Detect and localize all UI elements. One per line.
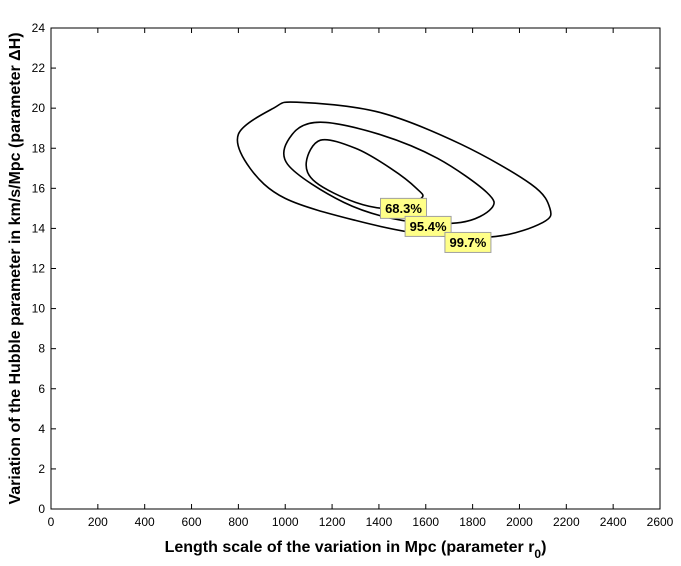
- x-tick-label: 0: [48, 515, 55, 529]
- y-tick-label: 12: [32, 262, 46, 276]
- contour-label-997: 99.7%: [444, 231, 492, 253]
- contour-label-box: [404, 215, 452, 237]
- y-tick-label: 4: [38, 422, 45, 436]
- contour-label-box: [444, 231, 492, 253]
- x-tick-label: 2200: [553, 515, 580, 529]
- y-tick-label: 18: [32, 141, 46, 155]
- contour-label-text: 95.4%: [410, 219, 447, 234]
- y-tick-label: 0: [38, 502, 45, 516]
- x-tick-label: 2600: [647, 515, 674, 529]
- x-tick-label: 800: [228, 515, 248, 529]
- x-tick-label: 1200: [319, 515, 346, 529]
- x-tick-label: 1000: [272, 515, 299, 529]
- contour-label-954: 95.4%: [404, 215, 452, 237]
- contour-label-text: 68.3%: [385, 201, 422, 216]
- x-tick-label: 600: [182, 515, 202, 529]
- x-axis-title: Length scale of the variation in Mpc (pa…: [165, 539, 547, 561]
- x-tick-label: 1400: [366, 515, 393, 529]
- x-tick-label: 2000: [506, 515, 533, 529]
- y-axis-title: Variation of the Hubble parameter in km/…: [7, 32, 24, 504]
- x-tick-label: 2400: [600, 515, 627, 529]
- contour-954: [283, 121, 495, 225]
- y-tick-label: 2: [38, 462, 45, 476]
- x-tick-label: 200: [88, 515, 108, 529]
- x-tick-label: 400: [135, 515, 155, 529]
- y-tick-label: 10: [32, 302, 46, 316]
- y-tick-label: 22: [32, 61, 46, 75]
- y-tick-label: 14: [32, 221, 46, 235]
- y-tick-label: 6: [38, 382, 45, 396]
- contour-label-box: [380, 197, 428, 219]
- x-tick-label: 1600: [412, 515, 439, 529]
- y-tick-label: 20: [32, 101, 46, 115]
- axis-ticks: 0 200 400 600 800 1000 1200 1400 1600 1800 2000 220…: [32, 21, 674, 529]
- y-tick-label: 8: [38, 342, 45, 356]
- y-tick-label: 16: [32, 181, 46, 195]
- plot-frame: [50, 27, 661, 510]
- y-tick-label: 24: [32, 21, 46, 35]
- contour-labels: 68.3% 95.4%99.7%: [380, 197, 492, 253]
- x-tick-label: 1800: [459, 515, 486, 529]
- contour-label-683: 68.3%: [380, 197, 428, 219]
- contour-label-text: 99.7%: [449, 235, 486, 250]
